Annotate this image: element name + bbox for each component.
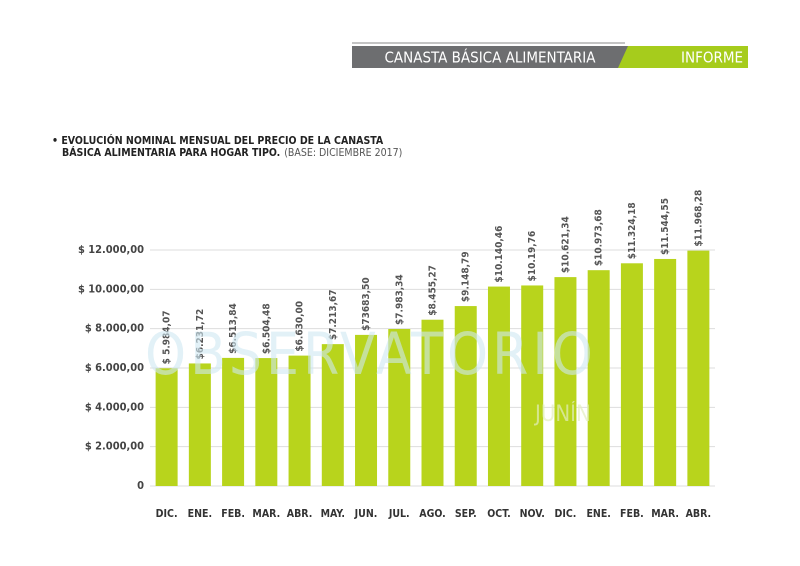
bar xyxy=(487,286,510,486)
value-label: $6.630,00 xyxy=(295,301,306,352)
y-tick-label: 0 xyxy=(137,479,144,492)
value-label: $8.455,27 xyxy=(428,265,439,316)
x-tick-label: MAR. xyxy=(651,508,679,520)
bar xyxy=(321,344,344,486)
header-section-bg xyxy=(352,46,628,68)
x-tick-label: MAR. xyxy=(252,508,280,520)
bar xyxy=(288,355,311,486)
value-label: $10.140,46 xyxy=(494,226,505,283)
value-label: $11.544,55 xyxy=(660,198,671,255)
value-label: $6.513,84 xyxy=(228,303,239,354)
x-tick-label: FEB. xyxy=(221,508,245,520)
value-label: $11.968,28 xyxy=(693,190,704,247)
bar xyxy=(687,250,710,486)
x-tick-label: DIC. xyxy=(554,508,576,520)
value-label: $6.231,72 xyxy=(195,309,206,360)
x-tick-label: OCT. xyxy=(487,508,510,520)
x-tick-label: ABR. xyxy=(287,508,313,520)
value-label: $73683,50 xyxy=(361,277,372,331)
header-tag: INFORME xyxy=(681,49,743,67)
bar xyxy=(587,270,610,486)
chart-title-line: BÁSICA ALIMENTARIA PARA HOGAR TIPO. xyxy=(62,146,280,159)
plot: 0 $ 2.000,00 $ 4.000,00 $ 6.000,00 $ 8.000,0… xyxy=(78,190,715,520)
value-label: $9.148,79 xyxy=(461,251,472,302)
y-tick-label: $ 2.000,00 xyxy=(85,440,144,453)
chart-title: • EVOLUCIÓN NOMINAL MENSUAL DEL PRECIO D… xyxy=(52,134,384,147)
bar xyxy=(355,334,378,486)
x-tick-label: JUL. xyxy=(388,508,410,520)
value-label: $10.621,34 xyxy=(560,216,571,273)
watermark-sub: JUNÍN xyxy=(533,401,591,427)
watermark: OBSERVATORIO xyxy=(145,320,597,388)
header-section: CANASTA BÁSICA ALIMENTARIA xyxy=(385,48,597,67)
x-tick-label: DIC. xyxy=(156,508,178,520)
value-label: $11.324,18 xyxy=(627,202,638,259)
value-label: $6.504,48 xyxy=(261,303,272,354)
x-tick-label: ENE. xyxy=(586,508,610,520)
bar xyxy=(554,277,577,486)
x-tick-label: ENE. xyxy=(188,508,212,520)
value-label: $ 5.984,07 xyxy=(162,311,173,365)
x-tick-label: JUN. xyxy=(354,508,378,520)
bar xyxy=(521,285,544,486)
x-tick-label: NOV. xyxy=(520,508,545,520)
y-tick-label: $ 8.000,00 xyxy=(85,322,144,335)
bar xyxy=(654,258,677,486)
bar xyxy=(255,358,278,486)
value-label: $10.19,76 xyxy=(527,231,538,282)
x-tick-label: SEP. xyxy=(455,508,477,520)
bar xyxy=(188,363,211,486)
header-tag-bg xyxy=(618,46,748,68)
bar xyxy=(222,357,245,486)
bar xyxy=(155,368,178,486)
value-label: $7.213,67 xyxy=(328,289,339,340)
bar xyxy=(620,263,643,486)
bar xyxy=(388,328,411,486)
x-tick-label: FEB. xyxy=(620,508,644,520)
chart-title: BÁSICA ALIMENTARIA PARA HOGAR TIPO. (BASE… xyxy=(62,146,402,159)
y-tick-label: $ 4.000,00 xyxy=(85,400,144,413)
value-label: $7.983,34 xyxy=(394,274,405,325)
y-tick-label: $ 12.000,00 xyxy=(78,243,144,256)
x-tick-label: MAY. xyxy=(321,508,345,520)
value-label: $10.973,68 xyxy=(594,209,605,266)
bar xyxy=(421,319,444,486)
chart-subtitle: (BASE: DICIEMBRE 2017) xyxy=(284,147,402,159)
y-tick-label: $ 6.000,00 xyxy=(85,361,144,374)
x-tick-label: ABR. xyxy=(686,508,712,520)
y-tick-label: $ 10.000,00 xyxy=(78,282,144,295)
x-tick-label: AGO. xyxy=(419,508,445,520)
bar xyxy=(454,306,477,486)
